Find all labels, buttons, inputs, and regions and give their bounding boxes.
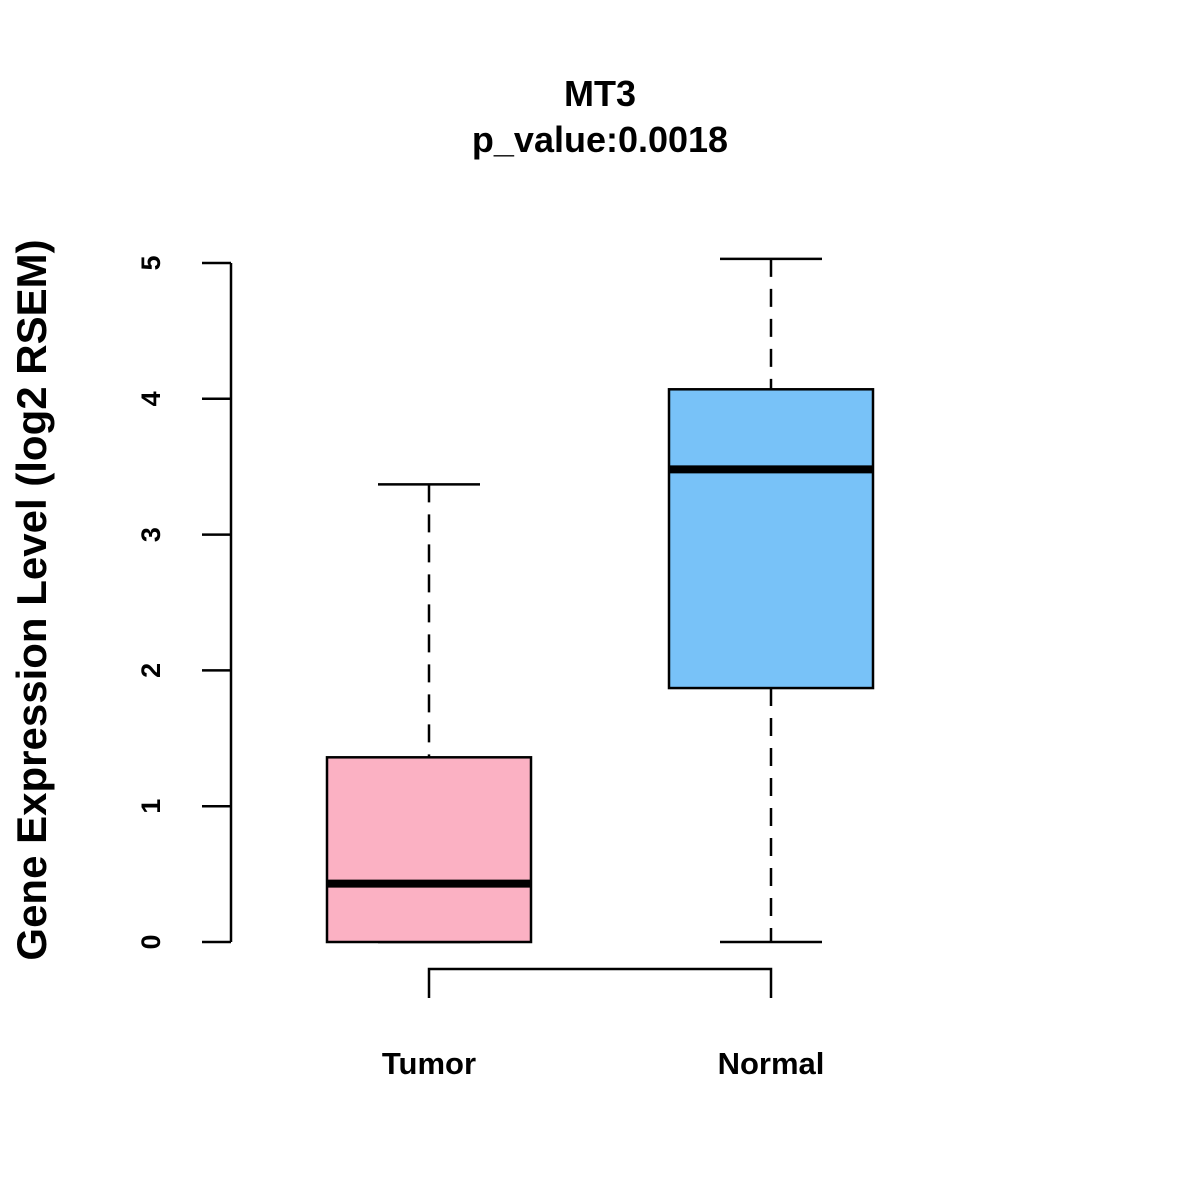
- x-axis-labels: Tumor Normal: [382, 1046, 824, 1081]
- chart-subtitle: p_value:0.0018: [472, 119, 728, 160]
- box-tumor: [325, 483, 533, 944]
- y-tick-label: 0: [136, 934, 166, 949]
- y-tick-label: 1: [136, 799, 166, 814]
- chart-title: MT3: [564, 73, 636, 114]
- iqr-box: [667, 388, 875, 690]
- bracket-line: [427, 967, 773, 998]
- y-tick-label: 5: [136, 255, 166, 270]
- box-normal: [667, 257, 875, 944]
- y-tick-label: 2: [136, 663, 166, 678]
- y-axis-ticks: 0 1 2 3 4 5: [136, 255, 231, 950]
- y-tick-label: 3: [136, 527, 166, 542]
- y-tick-label: 4: [136, 391, 166, 406]
- iqr-box: [325, 756, 533, 944]
- y-axis-title: Gene Expression Level (log2 RSEM): [8, 239, 55, 960]
- x-label-normal: Normal: [718, 1046, 825, 1081]
- boxes: [325, 257, 875, 944]
- x-label-tumor: Tumor: [382, 1046, 476, 1081]
- comparison-bracket: [427, 967, 773, 998]
